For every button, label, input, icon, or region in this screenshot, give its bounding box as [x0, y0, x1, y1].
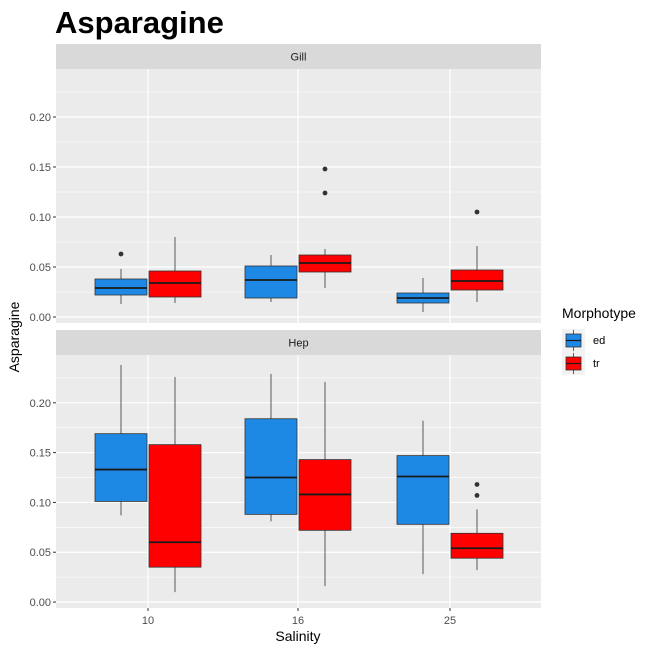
chart-title: Asparagine [55, 5, 224, 40]
x-tick-label: 25 [444, 615, 456, 627]
y-tick-label: 0.15 [30, 448, 51, 460]
box-10-tr [148, 376, 202, 593]
box-25-tr [450, 482, 504, 571]
box-25-tr [450, 209, 504, 302]
box-10-tr [148, 237, 202, 303]
facet-panel-gill: Gill 0.00 0.05 0.10 0.15 0.20 [30, 44, 541, 324]
box-16-tr [298, 381, 352, 587]
box-body [396, 455, 450, 525]
y-tick-label: 0.00 [30, 312, 51, 324]
box-body [450, 269, 504, 291]
legend: Morphotype ed tr [562, 305, 636, 375]
box-10-ed [94, 251, 148, 304]
y-tick-label: 0.10 [30, 497, 51, 509]
outlier-point [474, 482, 480, 487]
box-body [244, 418, 298, 515]
y-tick-label: 0.05 [30, 262, 51, 274]
legend-label: ed [593, 335, 605, 347]
y-tick-label: 0.10 [30, 212, 51, 224]
legend-entry-ed: ed [562, 329, 605, 352]
box-16-ed [244, 373, 298, 522]
box-body [450, 532, 504, 559]
box-body [94, 433, 148, 502]
box-16-ed [244, 255, 298, 302]
y-tick-label: 0.00 [30, 597, 51, 609]
box-body [148, 270, 202, 298]
y-tick-label: 0.20 [30, 398, 51, 410]
x-tick-label: 16 [292, 615, 304, 627]
facet-panels: Gill 0.00 0.05 0.10 0.15 0.20 Hep 0.00 0.05 0.10 0… [30, 44, 541, 609]
box-body [148, 444, 202, 568]
y-tick-label: 0.15 [30, 162, 51, 174]
outlier-point [118, 251, 124, 257]
box-16-tr [298, 166, 352, 288]
x-tick-label: 10 [142, 615, 154, 627]
box-25-ed [396, 278, 450, 312]
box-body [94, 278, 148, 296]
legend-title: Morphotype [562, 305, 636, 321]
box-body [244, 265, 298, 299]
facet-strip-background [56, 44, 541, 69]
legend-entry-tr: tr [562, 352, 600, 375]
facet-strip-label: Gill [291, 52, 307, 64]
facet-strip-label: Hep [288, 338, 308, 350]
x-axis: 10 16 25 [142, 608, 456, 627]
outlier-point [474, 493, 480, 498]
y-axis-title: Asparagine [6, 301, 22, 372]
y-tick-label: 0.05 [30, 547, 51, 559]
y-tick-label: 0.20 [30, 112, 51, 124]
facet-panel-hep: Hep 0.00 0.05 0.10 0.15 0.20 [30, 330, 541, 609]
outlier-point [322, 190, 328, 196]
box-25-ed [396, 420, 450, 575]
facet-strip-background [56, 330, 541, 355]
x-axis-title: Salinity [275, 628, 320, 644]
legend-label: tr [593, 358, 600, 370]
outlier-point [474, 209, 480, 215]
outlier-point [322, 166, 328, 172]
box-10-ed [94, 364, 148, 516]
